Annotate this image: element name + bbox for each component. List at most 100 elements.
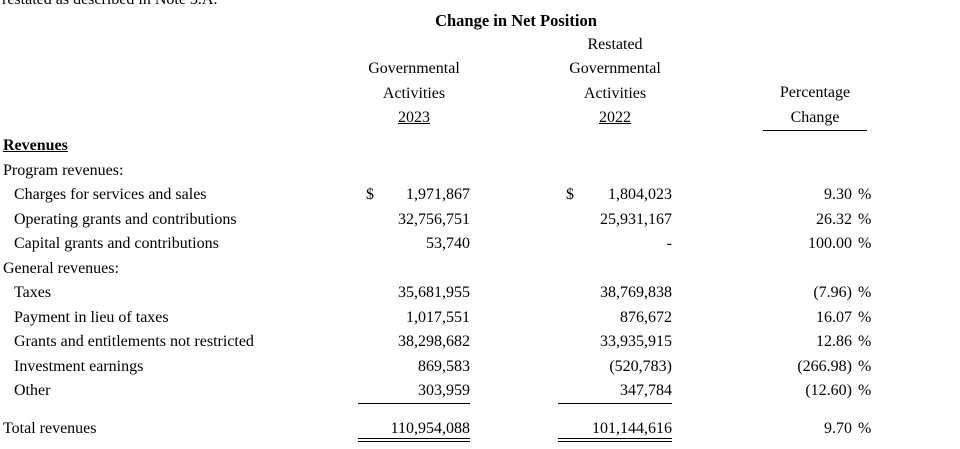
amount-2023: 38,298,682	[358, 330, 470, 355]
row-label: Grants and entitlements not restricted	[14, 333, 254, 351]
percentage-change-value: 26.32	[816, 210, 852, 228]
amount-2023: 110,954,088	[358, 417, 470, 442]
amount-2023: 1,017,551	[358, 306, 470, 331]
percentage-change-value: (12.60)	[805, 382, 852, 400]
column-header-percentage: Percentage Change	[763, 81, 867, 131]
table-row: Payment in lieu of taxes 1,017,551 876,672…	[0, 306, 960, 331]
column-header-2022: Restated Governmental Activities 2022	[558, 33, 672, 131]
row-label: Taxes	[14, 284, 52, 302]
year-2022-label: 2022	[599, 109, 631, 126]
amount-2023-value: 1,017,551	[406, 308, 470, 326]
amount-2022-value: 38,769,838	[600, 284, 672, 302]
column-header-year: 2022	[558, 106, 672, 131]
row-label: Operating grants and contributions	[14, 210, 237, 228]
amount-2022: $1,804,023	[558, 183, 672, 208]
amount-2023-value: 1,971,867	[406, 186, 470, 204]
amount-2023: 32,756,751	[358, 208, 470, 233]
column-header-line: Restated	[587, 35, 643, 53]
amount-2023-value: 32,756,751	[398, 210, 470, 228]
table-row: General revenues:	[0, 257, 960, 282]
row-label: Other	[14, 382, 51, 400]
clipped-note-text: restated as described in Note 5.A.	[2, 0, 217, 9]
percent-sign: %	[858, 308, 872, 326]
amount-2023-value: 110,954,088	[390, 420, 470, 438]
amount-2023-value: 303,959	[418, 382, 470, 400]
amount-2023: 35,681,955	[358, 281, 470, 306]
percent-sign: %	[858, 382, 872, 400]
percent-sign: %	[858, 210, 872, 228]
percentage-change-value: 16.07	[816, 308, 852, 326]
percent-sign: %	[858, 357, 872, 375]
table-row: Other 303,959 347,784 (12.60)%	[0, 379, 960, 405]
dollar-sign: $	[566, 186, 574, 204]
amount-2022-value: 25,931,167	[600, 210, 672, 228]
row-label: Revenues	[3, 137, 68, 154]
table-row: Total revenues 110,954,088 101,144,616 9.70…	[0, 417, 960, 442]
amount-2022: 347,784	[558, 379, 672, 405]
column-spacer	[470, 417, 558, 442]
table-row: Program revenues:	[0, 159, 960, 184]
percentage-change-value: 100.00	[808, 235, 852, 253]
column-header-line: Governmental	[368, 60, 460, 77]
table-row: Operating grants and contributions 32,756…	[0, 208, 960, 233]
table-row: Revenues	[0, 134, 960, 159]
amount-2023-value: 53,740	[426, 235, 470, 253]
amount-2023: 303,959	[358, 379, 470, 405]
column-spacer	[470, 232, 558, 257]
percent-sign: %	[858, 235, 872, 253]
amount-2022: -	[558, 232, 672, 257]
row-label: Program revenues:	[3, 161, 124, 179]
table-row: Charges for services and sales $1,971,867…	[0, 183, 960, 208]
row-label: General revenues:	[3, 259, 119, 277]
percent-sign: %	[858, 186, 872, 204]
row-label: Charges for services and sales	[14, 186, 207, 204]
amount-2022-value: -	[666, 235, 672, 253]
column-header-2023: Governmental Activities 2023	[358, 57, 470, 131]
column-spacer	[470, 183, 558, 208]
table-body: Revenues Program revenues: Charges for ser…	[0, 134, 960, 442]
percentage-change-value: 9.70	[824, 420, 852, 438]
column-header-line: Governmental	[569, 60, 661, 77]
row-label: Capital grants and contributions	[14, 235, 219, 253]
amount-2023-value: 38,298,682	[398, 333, 470, 351]
percentage-change-value: 12.86	[816, 333, 852, 351]
column-spacer	[470, 281, 558, 306]
amount-2023: 869,583	[358, 355, 470, 380]
amount-2022: 876,672	[558, 306, 672, 331]
column-spacer	[470, 306, 558, 331]
amount-2023: $1,971,867	[358, 183, 470, 208]
amount-2022-value: 876,672	[620, 308, 672, 326]
amount-2022: (520,783)	[558, 355, 672, 380]
amount-2023-value: 35,681,955	[398, 284, 470, 302]
percent-sign: %	[858, 284, 872, 302]
table-row: Capital grants and contributions 53,740 - 1…	[0, 232, 960, 257]
amount-2022: 38,769,838	[558, 281, 672, 306]
amount-2022: 33,935,915	[558, 330, 672, 355]
percentage-change-value: 9.30	[824, 186, 852, 204]
column-header-year: 2023	[358, 106, 470, 131]
column-spacer	[470, 355, 558, 380]
table-row: Grants and entitlements not restricted 38…	[0, 330, 960, 355]
amount-2022-value: 1,804,023	[608, 186, 672, 204]
row-label: Investment earnings	[14, 357, 144, 375]
amount-2022-value: 101,144,616	[592, 420, 672, 438]
table-row: Investment earnings 869,583 (520,783) (266.…	[0, 355, 960, 380]
percentage-change-value: (266.98)	[797, 357, 852, 375]
column-spacer	[470, 379, 558, 404]
percentage-change-value: (7.96)	[813, 284, 852, 302]
amount-2022: 101,144,616	[558, 417, 672, 442]
column-spacer	[470, 330, 558, 355]
amount-2022-value: 33,935,915	[600, 333, 672, 351]
amount-2023-value: 869,583	[418, 357, 470, 375]
amount-2022-value: (520,783)	[609, 357, 672, 375]
column-header-change: Change	[763, 106, 867, 131]
column-header-line: Activities	[583, 84, 647, 102]
percent-sign: %	[858, 333, 872, 351]
table-title: Change in Net Position	[435, 11, 597, 30]
row-label: Total revenues	[3, 420, 97, 438]
row-label: Payment in lieu of taxes	[14, 308, 169, 326]
table-row: Taxes 35,681,955 38,769,838 (7.96)%	[0, 281, 960, 306]
amount-2023: 53,740	[358, 232, 470, 257]
percent-sign: %	[858, 420, 872, 438]
